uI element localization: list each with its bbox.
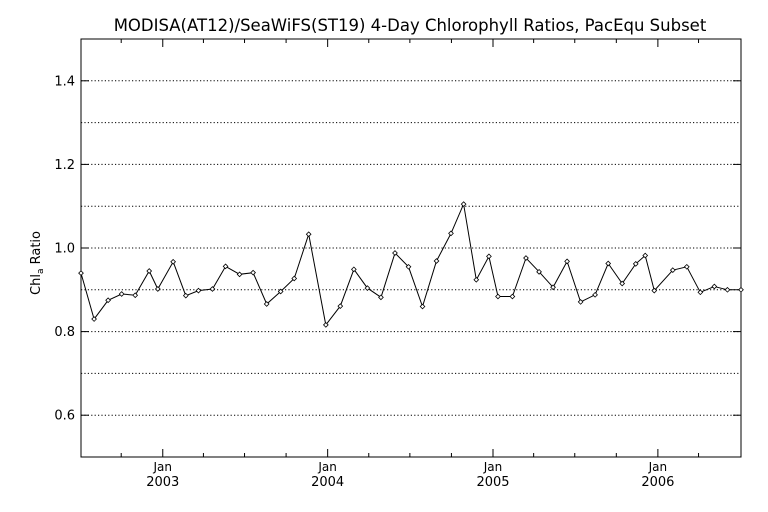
x-tick-label-year: 2004 <box>311 475 344 490</box>
y-tick-label: 1.4 <box>54 74 75 89</box>
data-point <box>419 303 426 310</box>
data-point <box>78 270 84 276</box>
data-point <box>605 260 612 267</box>
data-point <box>337 303 344 309</box>
y-axis-label-rest: Ratio <box>29 231 44 269</box>
data-point <box>322 322 329 328</box>
data-point <box>350 266 357 273</box>
data-point <box>182 292 189 299</box>
y-tick-label: 1.0 <box>54 242 75 257</box>
y-axis-label-subscript: a <box>36 269 46 275</box>
data-point <box>236 271 243 278</box>
x-tick-label-month: Jan <box>648 460 668 474</box>
data-point <box>154 286 161 292</box>
data-point <box>209 286 216 292</box>
data-point <box>669 267 676 274</box>
data-point <box>305 231 312 238</box>
data-point <box>523 255 529 261</box>
data-point <box>132 292 139 299</box>
x-tick-label-month: Jan <box>317 460 337 474</box>
data-point <box>263 301 270 307</box>
y-tick-label: 1.2 <box>54 158 75 173</box>
data-point <box>291 275 298 282</box>
data-point <box>564 258 570 265</box>
data-point <box>222 263 229 270</box>
data-point <box>619 280 626 287</box>
y-axis-label-main: Chl <box>29 274 44 295</box>
x-tick-label-year: 2005 <box>476 475 509 490</box>
data-point <box>118 291 125 297</box>
data-point <box>711 283 718 290</box>
y-axis-label: Chla Ratio <box>29 231 46 295</box>
data-point <box>738 286 744 293</box>
x-tick-label-year: 2006 <box>641 475 674 490</box>
data-point <box>277 288 284 295</box>
series-line <box>80 202 741 327</box>
data-point <box>460 201 467 207</box>
data-point <box>495 293 501 300</box>
data-point <box>486 253 492 260</box>
data-point <box>536 268 542 275</box>
axis-ticks <box>81 39 741 457</box>
data-point <box>632 261 639 267</box>
data-point <box>473 276 480 283</box>
data-point <box>724 286 731 293</box>
chart-title: MODISA(AT12)/SeaWiFS(ST19) 4-Day Chlorop… <box>114 16 707 35</box>
data-point <box>550 284 556 291</box>
grid-lines <box>81 80 741 416</box>
data-point <box>170 258 177 265</box>
y-axis-tick-labels: 0.6 0.8 1.0 1.2 1.4 <box>54 74 75 423</box>
data-series <box>78 201 744 328</box>
data-point <box>195 287 202 294</box>
x-tick-label-month: Jan <box>153 460 173 474</box>
data-point <box>405 263 412 270</box>
data-point <box>364 285 371 291</box>
x-tick-label-month: Jan <box>483 460 503 474</box>
data-point <box>577 299 584 305</box>
data-point <box>105 297 111 304</box>
data-point <box>250 269 256 276</box>
y-tick-label: 0.6 <box>54 409 75 424</box>
data-point <box>448 230 454 237</box>
y-tick-label: 0.8 <box>54 325 75 340</box>
data-point <box>378 294 384 301</box>
data-point <box>683 263 690 270</box>
data-point <box>697 289 704 296</box>
data-point <box>392 250 398 256</box>
data-point <box>592 291 598 298</box>
x-tick-label-year: 2003 <box>146 475 179 490</box>
data-point <box>433 258 440 264</box>
data-point <box>651 287 658 294</box>
data-point <box>642 252 649 259</box>
data-point <box>91 316 97 322</box>
data-point <box>509 293 516 300</box>
data-point <box>146 268 153 274</box>
